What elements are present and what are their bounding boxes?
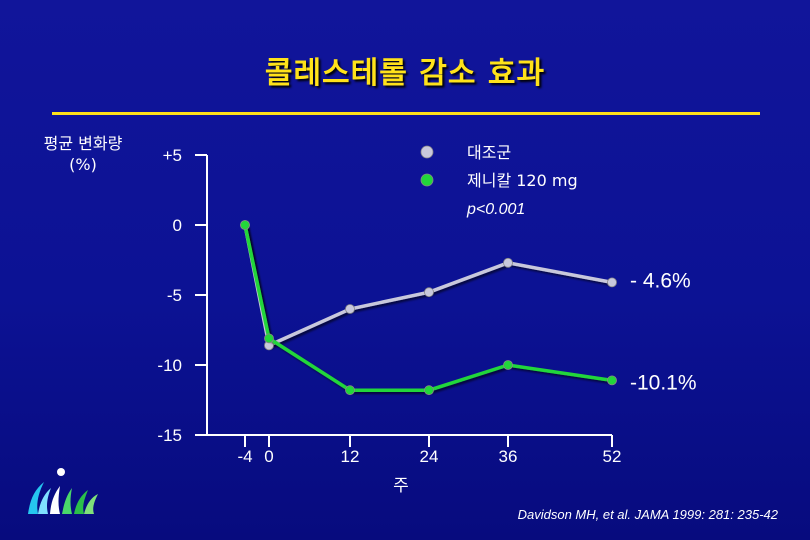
- slide-title: 콜레스테롤 감소 효과: [264, 56, 546, 91]
- data-point: [264, 333, 274, 344]
- end-value-label: -10.1%: [630, 371, 697, 394]
- x-tick-label: -4: [237, 447, 252, 466]
- legend-entry-label: 대조군: [467, 143, 511, 162]
- series-line: [243, 224, 613, 348]
- data-point: [240, 220, 250, 230]
- legend-marker: [420, 145, 434, 159]
- data-point: [345, 385, 355, 396]
- series-line: [243, 224, 613, 392]
- data-point: [503, 360, 513, 370]
- data-point: [503, 257, 513, 268]
- title-underline: [52, 112, 760, 115]
- p-value-annotation: p<0.001: [466, 201, 525, 218]
- y-tick-label: -15: [157, 426, 182, 445]
- x-tick-label: 12: [341, 447, 360, 466]
- x-tick-label: 36: [499, 447, 518, 466]
- y-tick-label: 0: [173, 216, 182, 235]
- end-value-label: - 4.6%: [630, 269, 691, 292]
- legend-marker: [420, 173, 434, 187]
- x-axis-label: 주: [393, 476, 409, 496]
- series-2: -10.1%: [240, 220, 697, 396]
- data-point: [424, 287, 434, 298]
- citation: Davidson MH, et al. JAMA 1999: 281: 235-…: [517, 507, 778, 522]
- data-point: [607, 375, 617, 386]
- x-tick-label: 52: [603, 447, 622, 466]
- y-tick-label: +5: [163, 146, 182, 165]
- y-tick-label: -10: [157, 356, 182, 375]
- y-axis-label: 평균 변화량 (%): [28, 133, 138, 175]
- legend-entry-label: 제니칼 120 mg: [467, 171, 578, 190]
- y-axis-label-line-2: (%): [69, 155, 97, 174]
- x-tick-label: 24: [420, 447, 439, 466]
- chart-axes: +5 0 -5 -10 -15 -4 0 12 24 36 52: [157, 146, 621, 466]
- data-point: [424, 385, 434, 396]
- series-1: - 4.6%: [240, 220, 691, 351]
- data-point: [345, 304, 355, 314]
- data-point: [607, 277, 617, 288]
- x-tick-label: 0: [264, 447, 273, 466]
- y-tick-label: -5: [167, 286, 182, 305]
- chart-series: - 4.6% -10.1%: [240, 220, 697, 396]
- y-axis-label-line-1: 평균 변화량: [43, 134, 123, 153]
- company-logo: [28, 468, 98, 514]
